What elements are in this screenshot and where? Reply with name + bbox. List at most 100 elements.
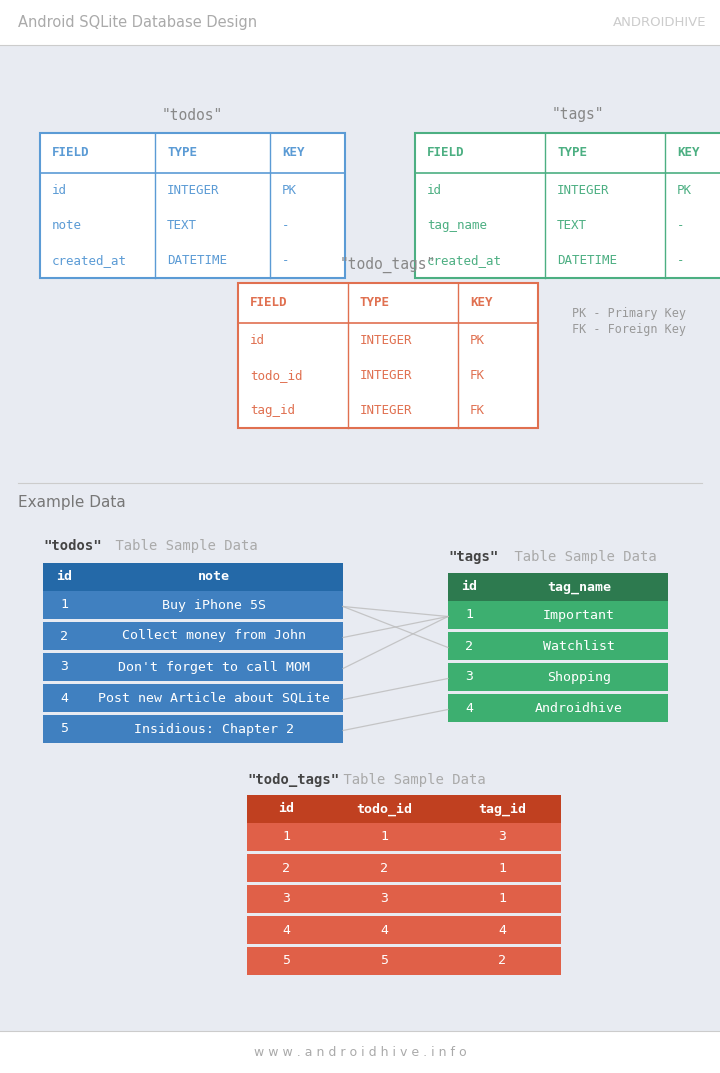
Text: PK: PK	[282, 183, 297, 197]
Text: INTEGER: INTEGER	[360, 405, 413, 417]
Text: 3: 3	[282, 893, 290, 906]
Text: -: -	[677, 254, 685, 267]
Bar	[85, 591, 343, 619]
Text: 3: 3	[498, 831, 506, 843]
Text: 4: 4	[282, 924, 290, 937]
Text: Buy iPhone 5S: Buy iPhone 5S	[162, 599, 266, 612]
Text: FK - Foreign Key: FK - Foreign Key	[572, 323, 686, 337]
Text: 1: 1	[380, 831, 388, 843]
Text: id: id	[56, 571, 72, 584]
Bar	[0, 1031, 720, 1073]
Text: 4: 4	[60, 691, 68, 705]
Bar	[490, 601, 668, 629]
Bar	[247, 947, 325, 975]
Text: tag_name: tag_name	[547, 580, 611, 593]
Text: "todos": "todos"	[43, 539, 102, 553]
Text: 2: 2	[380, 862, 388, 874]
Bar	[85, 715, 343, 743]
Text: Watchlist: Watchlist	[543, 640, 615, 652]
Bar	[325, 795, 443, 823]
Bar	[443, 885, 561, 913]
Text: "tags": "tags"	[552, 107, 604, 122]
Bar	[85, 622, 343, 650]
Text: 1: 1	[60, 599, 68, 612]
Text: 2: 2	[465, 640, 473, 652]
Text: -: -	[677, 219, 685, 232]
Bar	[0, 45, 720, 477]
Bar	[85, 684, 343, 712]
Text: INTEGER: INTEGER	[167, 183, 220, 197]
Text: DATETIME: DATETIME	[557, 254, 617, 267]
Text: 4: 4	[380, 924, 388, 937]
Bar	[43, 715, 85, 743]
Bar	[325, 947, 443, 975]
Text: 2: 2	[282, 862, 290, 874]
Text: Androidhive: Androidhive	[535, 702, 623, 715]
Bar	[247, 854, 325, 882]
Bar	[40, 133, 345, 278]
Bar	[443, 854, 561, 882]
Text: Don't forget to call MOM: Don't forget to call MOM	[118, 661, 310, 674]
Bar	[448, 601, 490, 629]
Text: Shopping: Shopping	[547, 671, 611, 684]
Bar	[43, 622, 85, 650]
Text: PK - Primary Key: PK - Primary Key	[572, 307, 686, 320]
Bar	[490, 573, 668, 601]
Text: INTEGER: INTEGER	[360, 369, 413, 382]
Text: "todo_tags": "todo_tags"	[340, 256, 436, 274]
Text: 1: 1	[498, 862, 506, 874]
Text: tag_id: tag_id	[250, 405, 295, 417]
Text: TYPE: TYPE	[360, 296, 390, 309]
Text: KEY: KEY	[677, 147, 700, 160]
Text: Post new Article about SQLite: Post new Article about SQLite	[98, 691, 330, 705]
Text: 3: 3	[380, 893, 388, 906]
Text: Table Sample Data: Table Sample Data	[335, 773, 486, 787]
Bar	[448, 632, 490, 660]
Bar	[443, 823, 561, 851]
Text: "tags": "tags"	[448, 550, 498, 564]
Text: Example Data: Example Data	[18, 496, 126, 511]
Text: created_at: created_at	[427, 254, 502, 267]
Text: FIELD: FIELD	[427, 147, 464, 160]
Text: "todos": "todos"	[162, 107, 223, 122]
Bar	[325, 916, 443, 944]
Text: id: id	[427, 183, 442, 197]
Text: tag_id: tag_id	[478, 803, 526, 815]
Text: 1: 1	[498, 893, 506, 906]
Bar	[443, 916, 561, 944]
Bar	[490, 663, 668, 691]
Text: KEY: KEY	[282, 147, 305, 160]
Text: DATETIME: DATETIME	[167, 254, 227, 267]
Text: Important: Important	[543, 608, 615, 621]
Text: INTEGER: INTEGER	[360, 334, 413, 347]
Text: -: -	[282, 219, 289, 232]
Bar	[0, 0, 720, 45]
Text: 4: 4	[465, 702, 473, 715]
Text: todo_id: todo_id	[356, 803, 412, 815]
Text: Table Sample Data: Table Sample Data	[506, 550, 657, 564]
Bar	[238, 283, 538, 428]
Text: 2: 2	[498, 955, 506, 968]
Text: FIELD: FIELD	[250, 296, 287, 309]
Text: Android SQLite Database Design: Android SQLite Database Design	[18, 15, 257, 30]
Bar	[43, 684, 85, 712]
Bar	[85, 563, 343, 591]
Text: KEY: KEY	[470, 296, 492, 309]
Bar	[247, 885, 325, 913]
Bar	[490, 632, 668, 660]
Bar	[415, 133, 720, 278]
Bar	[247, 916, 325, 944]
Text: Collect money from John: Collect money from John	[122, 630, 306, 643]
Text: TYPE: TYPE	[167, 147, 197, 160]
Text: FK: FK	[470, 405, 485, 417]
Bar	[448, 573, 490, 601]
Text: id: id	[278, 803, 294, 815]
Text: PK: PK	[677, 183, 692, 197]
Text: w w w . a n d r o i d h i v e . i n f o: w w w . a n d r o i d h i v e . i n f o	[253, 1045, 467, 1058]
Text: TEXT: TEXT	[167, 219, 197, 232]
Text: 2: 2	[60, 630, 68, 643]
Text: note: note	[52, 219, 82, 232]
Bar	[443, 795, 561, 823]
Text: 1: 1	[282, 831, 290, 843]
Text: 5: 5	[380, 955, 388, 968]
